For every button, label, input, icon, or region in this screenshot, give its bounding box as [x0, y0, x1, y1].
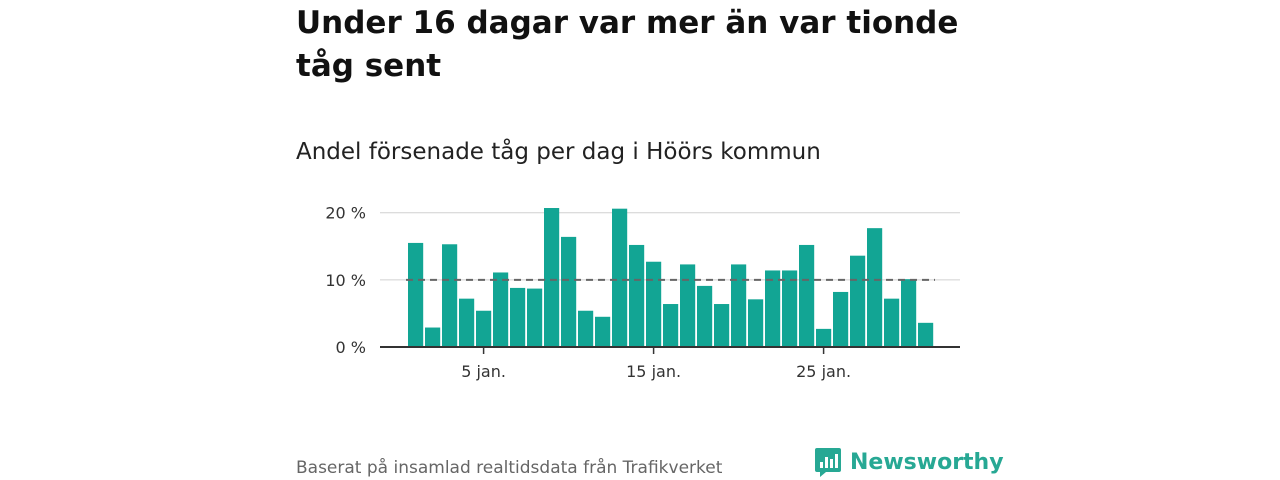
source-note: Baserat på insamlad realtidsdata från Tr…: [296, 458, 723, 478]
bar: [510, 287, 526, 347]
bar: [646, 261, 662, 347]
bar: [748, 299, 764, 347]
bar: [578, 310, 594, 347]
bars: [408, 208, 934, 347]
x-axis-ticks: 5 jan. 15 jan. 25 jan.: [461, 347, 851, 381]
bar: [697, 285, 713, 347]
bar: [442, 244, 458, 347]
x-tick-label: 25 jan.: [796, 362, 851, 381]
chart-title: Under 16 dagar var mer än var tionde tåg…: [296, 5, 959, 84]
bar-chart: 0 % 10 % 20 % 5 jan. 15 jan. 25 jan.: [325, 204, 960, 381]
bar: [544, 208, 560, 347]
x-tick-label: 15 jan.: [626, 362, 681, 381]
y-tick-label: 0 %: [336, 338, 366, 357]
bar: [527, 288, 543, 347]
bar: [680, 264, 696, 347]
chart-subtitle: Andel försenade tåg per dag i Höörs komm…: [296, 139, 821, 165]
bar: [663, 304, 679, 347]
brand-name: Newsworthy: [850, 449, 1004, 475]
bar: [714, 304, 730, 347]
bar: [799, 244, 815, 347]
bar: [850, 255, 866, 347]
bar: [731, 264, 747, 347]
bar: [476, 310, 492, 347]
newsworthy-logo-icon: [815, 448, 841, 477]
bar: [493, 272, 509, 347]
bar: [425, 327, 441, 347]
bar: [595, 316, 611, 347]
bar: [782, 270, 798, 347]
bar: [765, 270, 781, 347]
bar: [408, 242, 424, 347]
bar: [629, 244, 645, 347]
bar: [833, 291, 849, 347]
brand-logo[interactable]: Newsworthy: [814, 444, 1004, 480]
bar: [612, 208, 628, 347]
y-axis-ticks: 0 % 10 % 20 %: [325, 204, 366, 357]
y-tick-label: 10 %: [325, 271, 366, 290]
bar: [561, 236, 577, 347]
bar: [918, 322, 934, 347]
x-tick-label: 5 jan.: [461, 362, 506, 381]
bar: [901, 279, 917, 347]
bar: [459, 298, 475, 347]
bar: [884, 298, 900, 347]
bar: [816, 328, 832, 347]
y-tick-label: 20 %: [325, 204, 366, 223]
bar: [867, 228, 883, 347]
